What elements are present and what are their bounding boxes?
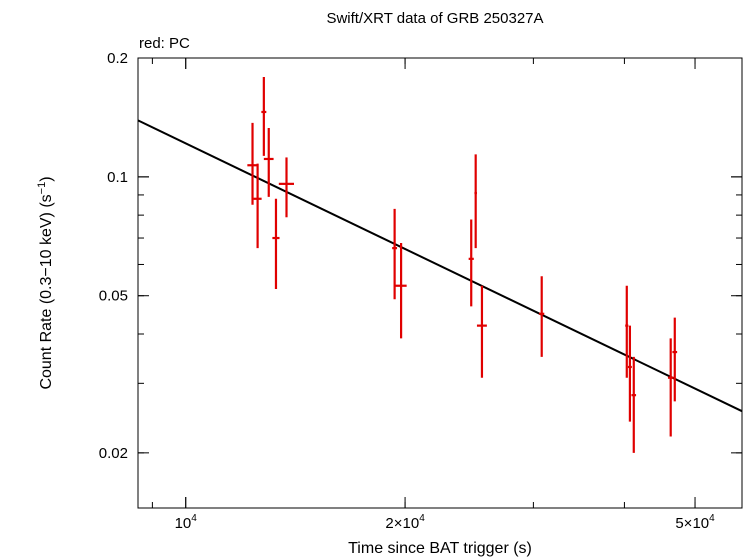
data-point <box>247 122 258 205</box>
y-tick-label: 0.05 <box>99 288 128 305</box>
chart-title: Swift/XRT data of GRB 250327A <box>326 10 543 27</box>
data-point <box>263 127 274 197</box>
y-axis-title: Count Rate (0.3−10 keV) (s−1) <box>36 176 55 389</box>
y-axis-title-close: ) <box>38 176 55 181</box>
data-point <box>631 356 637 453</box>
y-axis-title-main: Count Rate (0.3−10 keV) (s <box>38 194 55 389</box>
legend-note: red: PC <box>139 35 190 52</box>
data-point <box>261 77 267 156</box>
data-point <box>667 338 674 437</box>
fit-line <box>137 119 743 413</box>
plot-frame <box>137 57 743 509</box>
data-point <box>539 276 545 357</box>
x-tick-label: 2×104 <box>385 513 425 532</box>
x-tick-label: 5×104 <box>675 513 715 532</box>
y-tick-label: 0.1 <box>107 169 128 186</box>
y-tick-label: 0.2 <box>107 50 128 67</box>
y-tick-labels: 0.02 0.05 0.1 0.2 <box>99 50 128 462</box>
data-point <box>468 219 474 307</box>
data-point <box>627 325 632 422</box>
data-points <box>247 77 678 453</box>
x-tick-label: 104 <box>175 513 198 532</box>
y-axis-title-sup: −1 <box>36 182 48 195</box>
data-point <box>474 154 477 249</box>
x-tick-mantissa: 2×10 <box>385 515 419 532</box>
data-point <box>272 198 280 290</box>
data-point <box>625 285 629 378</box>
x-tick-exponent: 4 <box>709 513 715 524</box>
x-tick-mantissa: 5×10 <box>675 515 709 532</box>
data-point <box>476 285 487 378</box>
axis-ticks <box>138 57 742 508</box>
y-tick-label: 0.02 <box>99 445 128 462</box>
data-point <box>395 242 407 339</box>
x-tick-mantissa: 10 <box>175 515 192 532</box>
fit-line-group <box>137 119 743 413</box>
data-point <box>253 163 262 249</box>
x-tick-exponent: 4 <box>419 513 425 524</box>
data-point <box>278 157 295 218</box>
data-point <box>672 317 678 402</box>
x-axis-title: Time since BAT trigger (s) <box>348 540 532 557</box>
x-tick-exponent: 4 <box>191 513 197 524</box>
x-tick-labels: 104 2×104 5×104 <box>175 513 716 532</box>
data-point <box>392 208 398 300</box>
